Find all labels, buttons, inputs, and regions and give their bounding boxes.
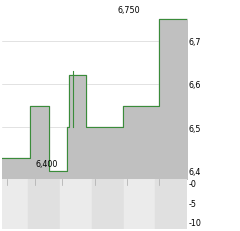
Bar <box>92 179 124 229</box>
Bar <box>155 179 187 229</box>
Text: 6,750: 6,750 <box>118 6 141 15</box>
Bar <box>124 179 155 229</box>
Bar <box>28 179 60 229</box>
Text: 6,400: 6,400 <box>36 159 58 168</box>
Bar <box>2 179 28 229</box>
Bar <box>60 179 92 229</box>
